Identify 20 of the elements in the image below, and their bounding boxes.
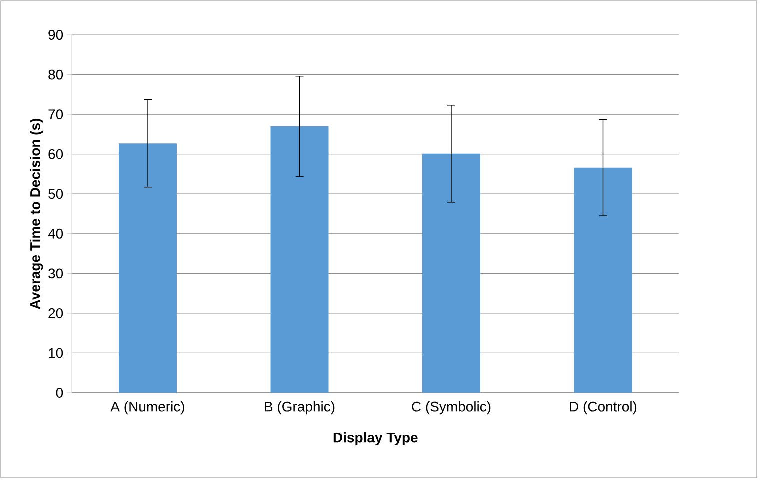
y-tick-label: 80 bbox=[48, 70, 64, 80]
x-tick-label: D (Control) bbox=[570, 402, 637, 415]
bar bbox=[574, 168, 632, 393]
y-tick-label: 30 bbox=[48, 268, 64, 279]
y-tick-label: 60 bbox=[48, 149, 64, 160]
bar bbox=[422, 154, 480, 393]
x-tick-label: B (Graphic) bbox=[265, 402, 335, 415]
x-axis-title: Display Type bbox=[334, 432, 418, 446]
y-tick-label: 50 bbox=[48, 189, 64, 200]
bar bbox=[270, 126, 329, 393]
y-axis-title: Average Time to Decision (s) bbox=[30, 119, 44, 310]
y-tick-label: 40 bbox=[48, 228, 64, 239]
y-tick-label: 90 bbox=[48, 30, 64, 40]
x-tick-label: A (Numeric) bbox=[110, 402, 184, 415]
y-tick-label: 70 bbox=[48, 110, 64, 120]
y-tick-label: 10 bbox=[49, 348, 64, 358]
y-tick-label: 0 bbox=[56, 388, 64, 398]
y-tick-label: 20 bbox=[48, 308, 64, 318]
x-tick-label: C (Symbolic) bbox=[412, 402, 491, 415]
bar bbox=[119, 144, 178, 393]
